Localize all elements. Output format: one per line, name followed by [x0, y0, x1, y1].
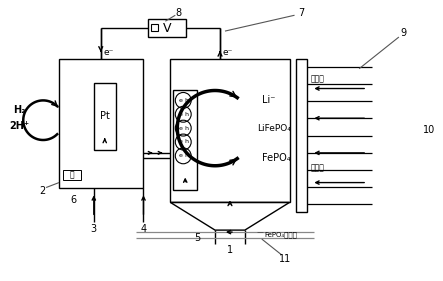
Text: e: e	[179, 139, 182, 144]
Text: 2H⁺: 2H⁺	[9, 121, 29, 131]
Text: e: e	[179, 153, 182, 158]
Text: Pt: Pt	[100, 111, 110, 121]
Text: 10: 10	[423, 125, 435, 135]
Text: 5: 5	[194, 233, 200, 243]
Text: 3: 3	[91, 224, 97, 234]
Text: 8: 8	[175, 8, 181, 18]
Text: H₂: H₂	[13, 105, 25, 115]
Text: h: h	[184, 112, 188, 117]
Text: FePO₄: FePO₄	[262, 153, 290, 163]
Text: 1: 1	[227, 245, 233, 255]
Text: 9: 9	[401, 28, 407, 38]
Text: 4: 4	[140, 224, 147, 234]
Text: h: h	[184, 153, 188, 158]
Text: 2: 2	[39, 187, 45, 196]
Bar	[94, 83, 116, 150]
Bar	[173, 90, 197, 189]
Text: V: V	[163, 22, 171, 35]
Text: 7: 7	[299, 8, 305, 18]
Text: 膜: 膜	[70, 170, 74, 179]
Text: e: e	[179, 98, 182, 103]
Text: LiFePO₄: LiFePO₄	[257, 124, 291, 133]
Bar	[152, 24, 159, 31]
Text: h: h	[184, 126, 188, 131]
Text: 6: 6	[71, 195, 77, 205]
Bar	[170, 59, 290, 202]
Text: h: h	[184, 98, 188, 103]
Text: e⁻: e⁻	[223, 48, 233, 57]
Bar	[295, 59, 307, 212]
Text: e⁻: e⁻	[104, 48, 114, 57]
Text: e: e	[179, 126, 182, 131]
Bar	[148, 19, 186, 37]
Text: 进料口: 进料口	[311, 163, 324, 172]
Text: FePO₄收集口: FePO₄收集口	[265, 232, 298, 238]
Text: 出料口: 出料口	[311, 74, 324, 83]
Text: h: h	[184, 139, 188, 144]
Bar	[63, 170, 81, 180]
Bar	[59, 59, 144, 187]
Text: 11: 11	[279, 254, 291, 264]
Text: Li⁻: Li⁻	[262, 96, 275, 105]
Text: e: e	[179, 112, 182, 117]
